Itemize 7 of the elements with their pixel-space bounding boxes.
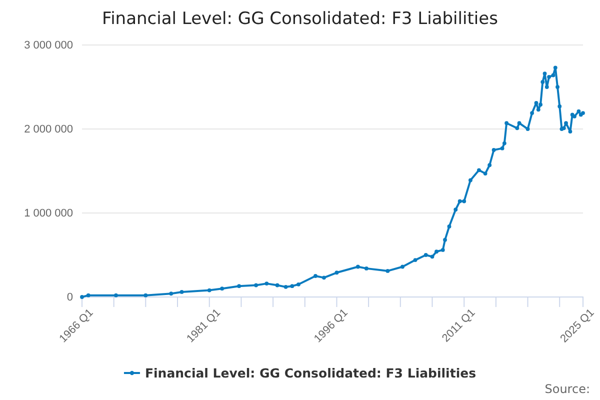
y-tick-label: 2 000 000	[24, 124, 73, 136]
y-tick-label: 3 000 000	[24, 40, 73, 52]
y-tick-label: 1 000 000	[24, 208, 73, 220]
source-note: Source:	[544, 382, 590, 396]
chart-title: Financial Level: GG Consolidated: F3 Liabilities	[102, 9, 498, 29]
y-tick-label: 0	[66, 292, 73, 304]
legend-label: Financial Level: GG Consolidated: F3 Liabilities	[144, 366, 476, 380]
